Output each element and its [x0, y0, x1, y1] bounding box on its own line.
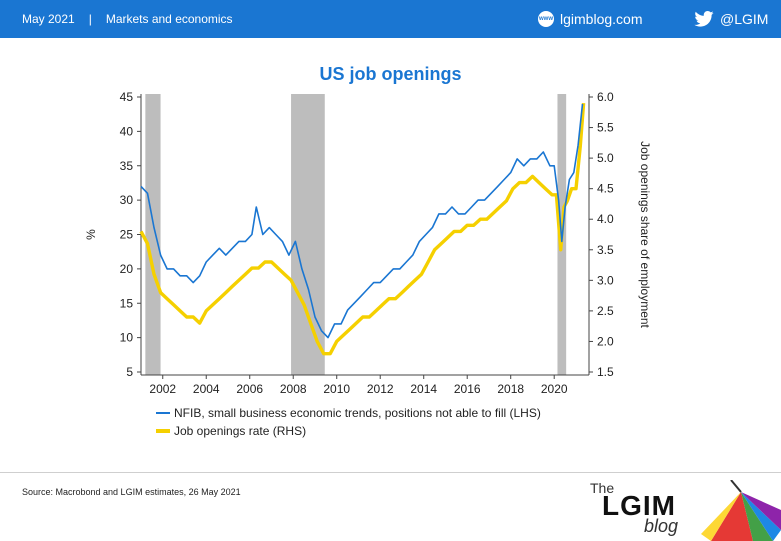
header-left: May 2021 | Markets and economics	[22, 12, 233, 26]
right-tick-label: 5.5	[597, 121, 614, 135]
right-tick-label: 4.0	[597, 212, 614, 226]
twitter-link[interactable]: @LGIM	[694, 11, 768, 27]
y-left-label: %	[84, 229, 98, 240]
legend-label-job-openings-rate: Job openings rate (RHS)	[174, 424, 306, 438]
header-bar: May 2021 | Markets and economics www lgimb…	[0, 0, 781, 38]
chart-area: US job openings 45 40 35 30 25 20 15 10 5 6.0 5.5 5…	[0, 38, 781, 468]
right-tick-label: 3.0	[597, 273, 614, 287]
twitter-handle: @LGIM	[720, 11, 769, 27]
logo-lgim: LGIM	[602, 490, 676, 521]
left-tick-label: 45	[120, 90, 134, 104]
site-label: lgimblog.com	[560, 11, 643, 27]
chart-title: US job openings	[319, 64, 462, 84]
series-line-job-openings-rate	[139, 102, 586, 356]
recession-band	[145, 94, 161, 375]
twitter-icon	[694, 11, 714, 27]
header-date: May 2021	[22, 12, 75, 26]
right-tick-label: 4.5	[597, 182, 614, 196]
lgim-blog-logo[interactable]: The LGIM blog	[590, 480, 781, 541]
left-tick-label: 35	[120, 159, 134, 173]
y-right-label: Job openings share of employment	[638, 141, 652, 328]
site-link[interactable]: www lgimblog.com	[538, 11, 642, 27]
series-line-nfib	[140, 103, 584, 339]
legend-label-nfib: NFIB, small business economic trends, po…	[174, 406, 541, 420]
x-tick-label: 2016	[454, 382, 481, 396]
source-note: Source: Macrobond and LGIM estimates, 26…	[22, 487, 241, 497]
left-tick-label: 30	[120, 193, 134, 207]
right-tick-label: 1.5	[597, 365, 614, 379]
umbrella-icon	[701, 480, 781, 541]
x-tick-label: 2006	[236, 382, 263, 396]
right-tick-label: 5.0	[597, 151, 614, 165]
x-tick-label: 2004	[193, 382, 220, 396]
x-tick-label: 2008	[280, 382, 307, 396]
left-tick-label: 15	[120, 296, 134, 310]
footer-divider	[0, 472, 781, 473]
right-tick-label: 3.5	[597, 243, 614, 257]
x-tick-label: 2014	[410, 382, 437, 396]
x-tick-label: 2002	[149, 382, 176, 396]
globe-icon: www	[538, 11, 554, 27]
x-tick-label: 2012	[367, 382, 394, 396]
x-tick-label: 2010	[323, 382, 350, 396]
logo-blog: blog	[644, 516, 679, 536]
logo-the: The	[590, 480, 615, 496]
left-tick-label: 25	[120, 228, 134, 242]
right-tick-label: 2.0	[597, 334, 614, 348]
x-tick-label: 2018	[497, 382, 524, 396]
chart-svg: 45 40 35 30 25 20 15 10 5 6.0 5.5 5.0 4.5 4.0 3.5 3.0 2.…	[84, 90, 652, 438]
recession-band	[291, 94, 325, 375]
header-separator: |	[88, 12, 92, 26]
right-tick-label: 6.0	[597, 90, 614, 104]
header-section[interactable]: Markets and economics	[105, 12, 233, 26]
left-tick-label: 20	[120, 262, 134, 276]
left-tick-label: 10	[120, 331, 134, 345]
right-tick-label: 2.5	[597, 304, 614, 318]
left-tick-label: 40	[120, 124, 134, 138]
x-tick-label: 2020	[541, 382, 568, 396]
left-tick-label: 5	[126, 365, 133, 379]
